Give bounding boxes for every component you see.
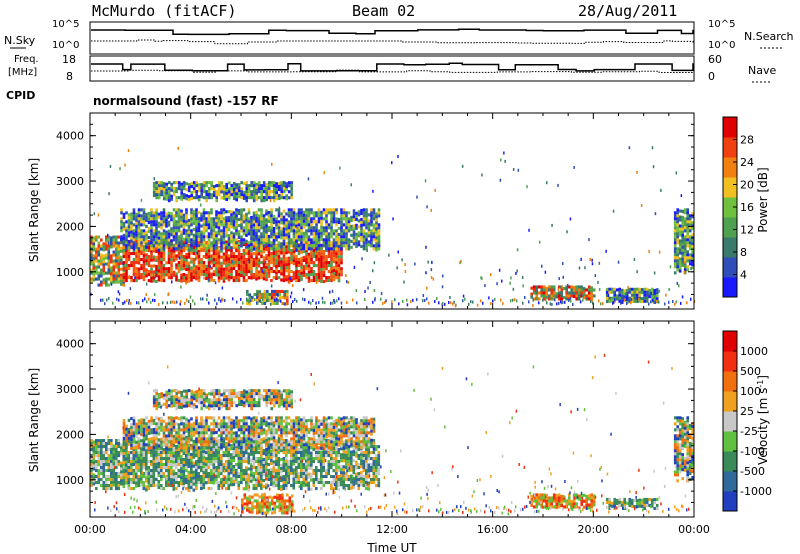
colorbar-segment	[723, 157, 737, 178]
colorbar-tick-label: 4	[740, 269, 747, 282]
colorbar-tick-label: 8	[740, 246, 747, 259]
y-tick-label: 4000	[56, 338, 84, 351]
nave-tick-bottom: 0	[708, 70, 715, 83]
x-tick-label: 08:00	[275, 523, 307, 536]
nsky-tick-top: 10^5	[52, 19, 79, 30]
colorbar-tick-label: -25	[740, 425, 758, 438]
colorbar-tick-label: 500	[740, 365, 761, 378]
colorbar-segment	[723, 491, 737, 512]
station-title: McMurdo (fitACF)	[92, 2, 237, 20]
freq-trace	[91, 62, 694, 72]
colorbar-segment	[723, 237, 737, 258]
y-tick-label: 2000	[56, 428, 84, 441]
colorbar-tick-label: -1000	[740, 485, 772, 498]
y-tick-label: 3000	[56, 175, 84, 188]
power-colorbar: 28 24 20 16 12 8 4	[722, 116, 754, 298]
velocity-panel: 4000 3000 2000 1000 00:00 04:00 08:00 12:00 16:0…	[56, 320, 710, 536]
nave-tick-top: 60	[708, 53, 722, 66]
nave-label: Nave	[748, 64, 776, 77]
x-tick-label: 00:00	[678, 523, 710, 536]
y-tick-label: 1000	[56, 266, 84, 279]
colorbar-tick-label: 20	[740, 179, 754, 192]
colorbar-tick-label: 24	[740, 156, 754, 169]
power-cb-label: Power [dB]	[756, 167, 770, 232]
colorbar-segment	[723, 371, 737, 392]
colorbar-tick-label: 1000	[740, 345, 768, 358]
y-tick-label: 4000	[56, 130, 84, 143]
nsky-label: N.Sky	[4, 34, 36, 47]
nsky-strip-frame	[89, 21, 695, 55]
y-tick-label: 1000	[56, 474, 84, 487]
y-tick-label: 2000	[56, 220, 84, 233]
nave-trace	[91, 69, 694, 73]
colorbar-tick-label: 28	[740, 134, 754, 147]
freq-label-2: [MHz]	[8, 67, 37, 78]
colorbar-segment	[723, 137, 737, 158]
colorbar-segment	[723, 177, 737, 198]
colorbar-segment	[723, 277, 737, 298]
colorbar-tick-label: -100	[740, 445, 765, 458]
nsearch-tick-top: 10^5	[708, 19, 735, 30]
nsearch-tick-bottom: 10^0	[708, 40, 735, 51]
x-tick-label: 16:00	[477, 523, 509, 536]
colorbar-tick-label: -500	[740, 465, 765, 478]
power-ylabel: Slant Range [km]	[27, 158, 41, 262]
freq-strip-frame	[89, 55, 695, 82]
date-title: 28/Aug/2011	[578, 2, 677, 20]
colorbar-segment	[723, 331, 737, 352]
colorbar-segment	[723, 117, 737, 138]
time-xlabel: Time UT	[366, 541, 417, 554]
freq-tick-bottom: 8	[66, 70, 73, 83]
nsearch-trace	[91, 39, 694, 45]
y-tick-label: 3000	[56, 383, 84, 396]
colorbar-tick-label: 16	[740, 201, 754, 214]
colorbar-segment	[723, 197, 737, 218]
cpid-label: CPID	[6, 89, 35, 102]
power-panel: 4000 3000 2000 1000	[56, 112, 696, 310]
colorbar-segment	[723, 471, 737, 492]
strip-traces	[91, 28, 694, 73]
x-tick-label: 12:00	[376, 523, 408, 536]
freq-label-1: Freq.	[14, 54, 39, 65]
nsky-tick-bottom: 10^0	[52, 40, 79, 51]
nsky-trace	[91, 28, 694, 36]
velocity-ylabel: Slant Range [km]	[27, 368, 41, 472]
beam-title: Beam 02	[352, 2, 415, 20]
colorbar-tick-label: 12	[740, 224, 754, 237]
colorbar-segment	[723, 391, 737, 412]
x-tick-label: 04:00	[175, 523, 207, 536]
velocity-colorbar: 1000 500 100 25 -25 -100 -500 -1000	[722, 330, 772, 512]
colorbar-tick-label: 25	[740, 405, 754, 418]
cpid-text: normalsound (fast) -157 RF	[93, 94, 279, 108]
x-tick-label: 00:00	[74, 523, 106, 536]
colorbar-segment	[723, 217, 737, 238]
colorbar-segment	[723, 351, 737, 372]
colorbar-tick-label: 100	[740, 385, 761, 398]
colorbar-segment	[723, 257, 737, 278]
velocity-panel-cells	[90, 353, 694, 516]
colorbar-segment	[723, 451, 737, 472]
nsearch-label: N.Search	[744, 30, 794, 43]
x-tick-label: 20:00	[577, 523, 609, 536]
colorbar-segment	[723, 431, 737, 452]
colorbar-segment	[723, 411, 737, 432]
freq-tick-top: 18	[62, 53, 76, 66]
velocity-cb-label: Velocity [m s-1]	[756, 375, 771, 465]
power-panel-cells	[90, 146, 696, 308]
